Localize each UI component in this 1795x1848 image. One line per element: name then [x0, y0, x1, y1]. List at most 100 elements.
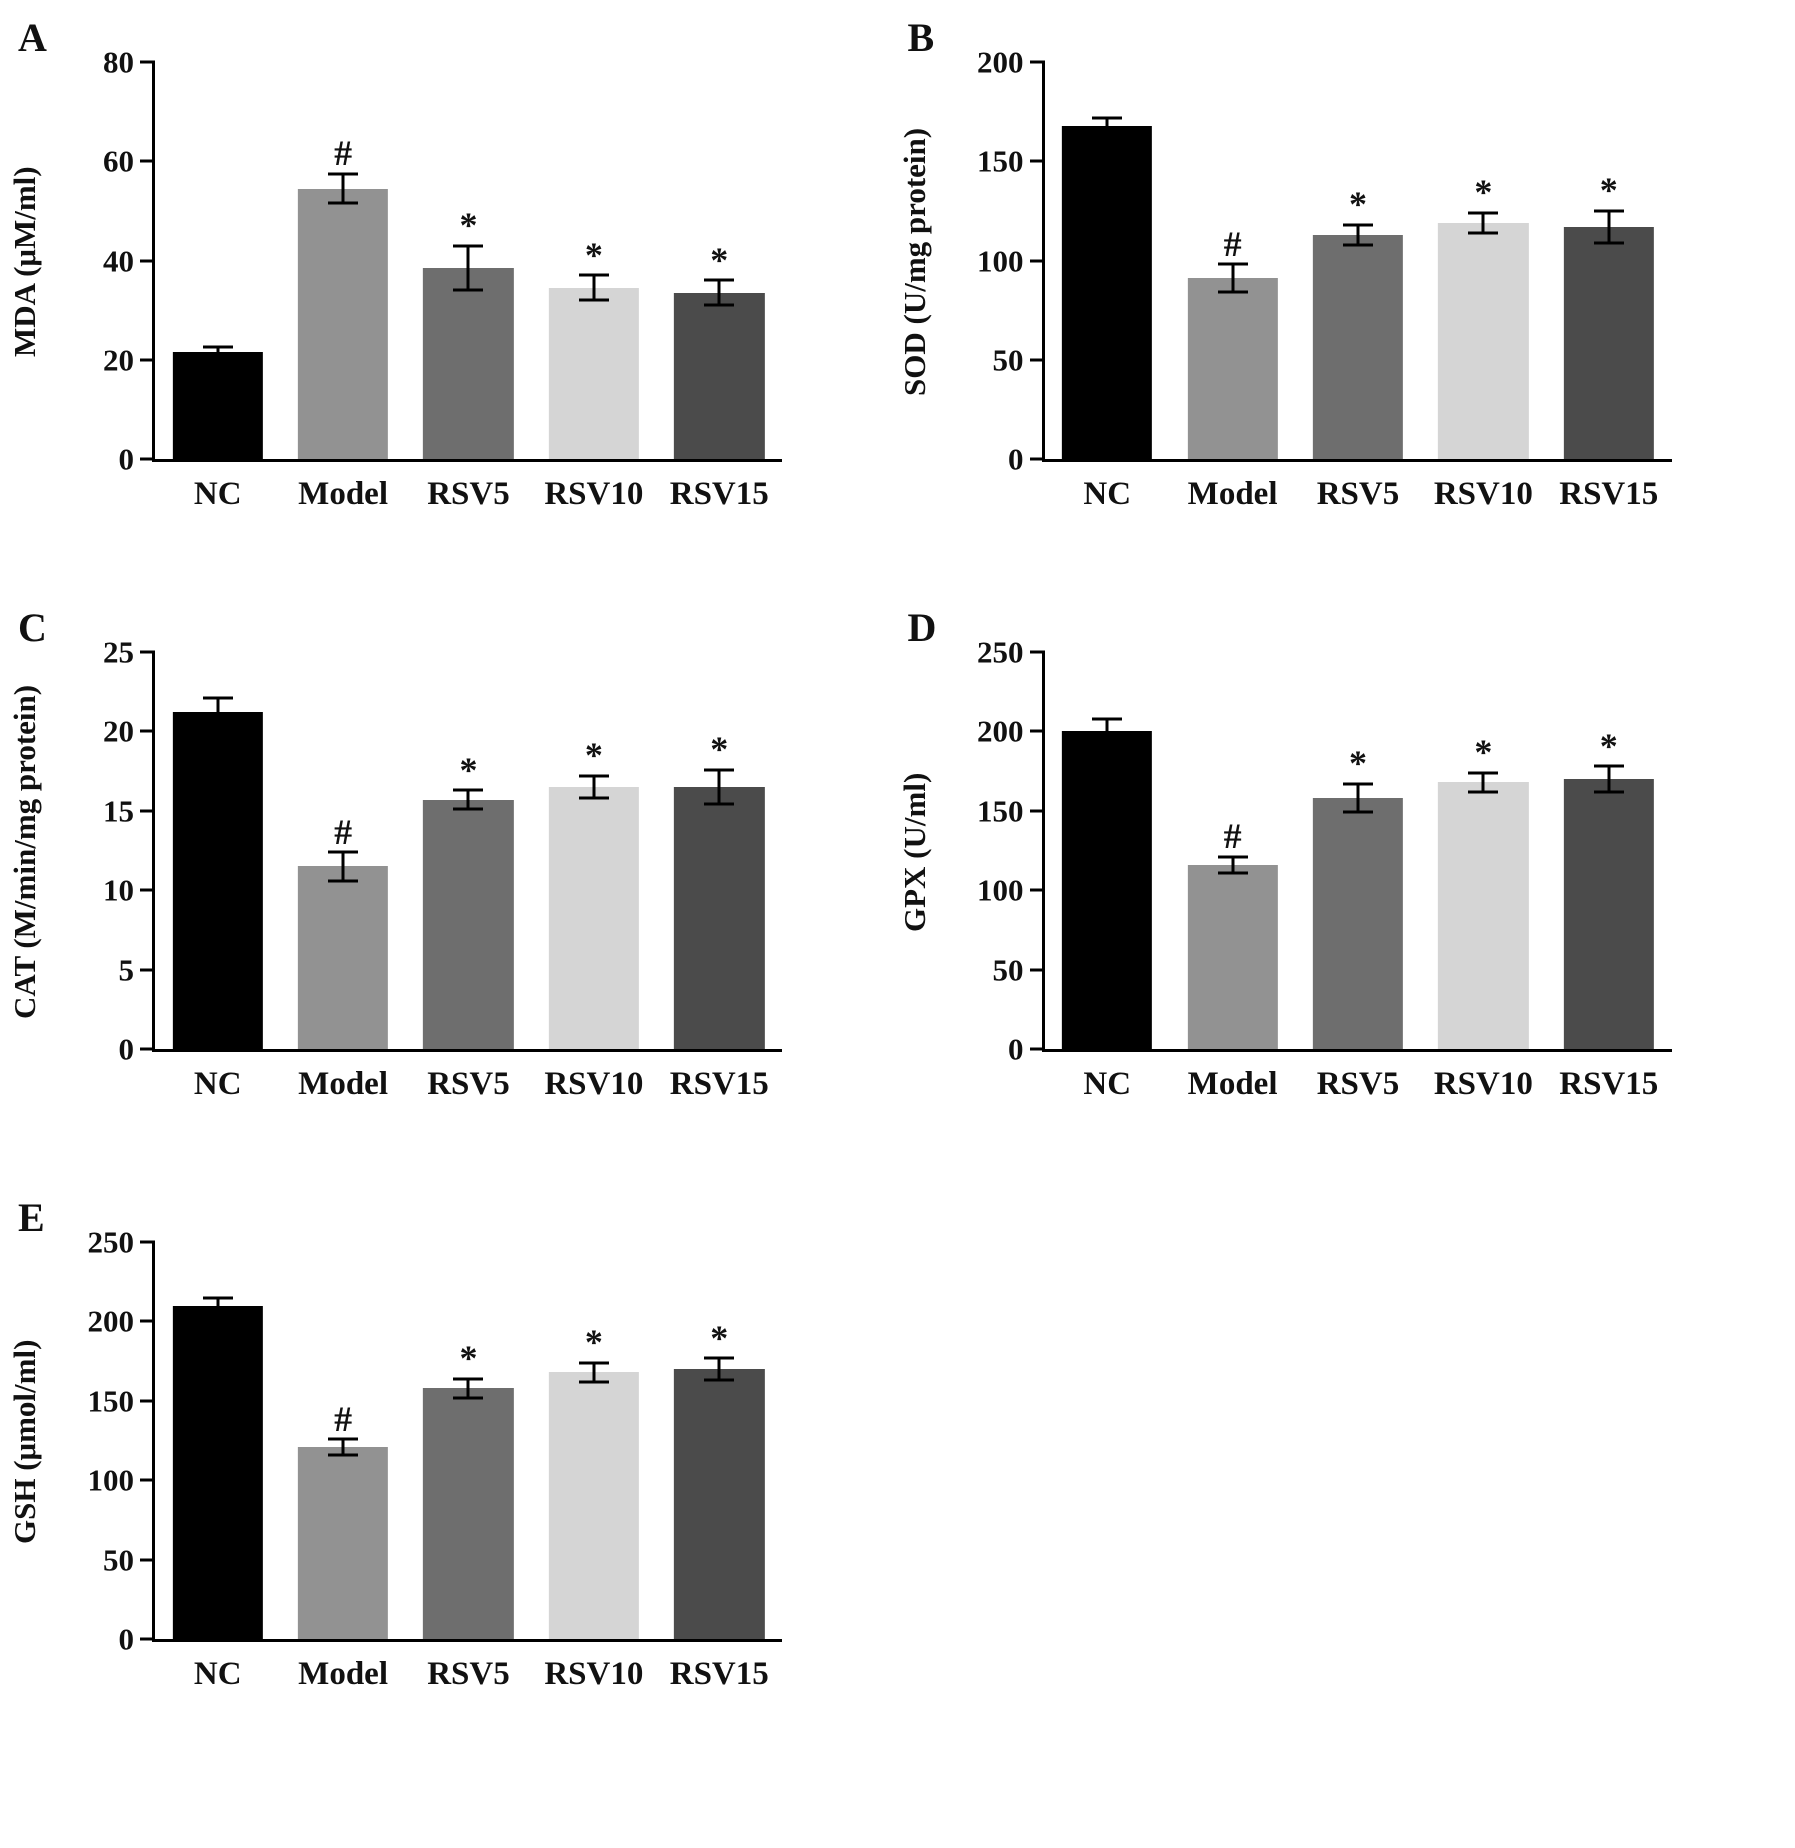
y-tick-label: 0	[118, 1031, 135, 1067]
bar-slot-Model: #	[1170, 62, 1295, 459]
error-bar-cap	[1593, 209, 1624, 213]
error-bar-cap	[453, 1396, 484, 1400]
plot-area: 0 50 100 150 200 250 # * * *	[977, 637, 1672, 1065]
x-category-label: NC	[1083, 476, 1132, 512]
error-bar-cap	[1092, 717, 1123, 721]
bar-chart-A: MDA (μM/ml) 0 20 40 60 80 # * * * NC Model RSV5 RSV…	[7, 47, 898, 513]
y-tick-label: 0	[118, 441, 135, 477]
x-axis-labels: NC Model RSV5 RSV10 RSV15	[152, 476, 782, 513]
bar-RSV5	[423, 267, 514, 459]
bar-slot-RSV15: *	[657, 62, 782, 459]
y-tick-mark	[1029, 259, 1045, 262]
error-bar-cap	[1217, 855, 1248, 859]
error-bar-cap	[578, 1380, 609, 1384]
bar-slot-RSV10: *	[531, 652, 656, 1049]
bars-container: # * * *	[155, 652, 782, 1049]
bar-slot-RSV10: *	[531, 1242, 656, 1639]
bar-RSV5	[1312, 798, 1404, 1049]
y-tick-label: 5	[118, 952, 135, 988]
y-tick-mark	[140, 60, 155, 64]
y-tick-label: 200	[87, 1303, 135, 1339]
x-category-label: NC	[193, 476, 242, 512]
error-bar-cap	[704, 303, 735, 307]
y-tick-label: 60	[103, 143, 134, 179]
error-bar	[216, 347, 220, 358]
panel-label-B: B	[907, 15, 935, 60]
x-category-label: Model	[298, 1656, 388, 1692]
panel-E: E GSH (μmol/ml) 0 50 100 150 200 250 # * * * NC Mo…	[7, 1186, 898, 1776]
error-bar	[1607, 210, 1611, 243]
bar-chart-C: CAT (M/min/mg protein) 0 5 10 15 20 25 # * * * NC…	[7, 637, 898, 1103]
error-bar	[341, 852, 345, 881]
significance-marker: *	[710, 239, 729, 280]
bar-RSV10	[548, 1372, 639, 1639]
error-bar-cap	[202, 1311, 233, 1315]
y-tick-mark	[140, 1240, 155, 1244]
error-bar-cap	[1217, 262, 1248, 266]
error-bar-cap	[704, 1356, 735, 1360]
significance-marker: #	[334, 1398, 353, 1439]
significance-marker: *	[584, 735, 603, 776]
bar-slot-RSV10: *	[1421, 62, 1546, 459]
y-tick-label: 250	[87, 1224, 135, 1260]
error-bar	[1481, 212, 1485, 233]
error-bar	[717, 1357, 721, 1381]
bar-slot-RSV5: *	[1295, 62, 1420, 459]
y-tick-label: 0	[1008, 1031, 1024, 1067]
error-bar	[341, 1438, 345, 1455]
error-bar-cap	[202, 725, 233, 729]
significance-marker: *	[459, 749, 478, 790]
significance-marker: #	[334, 133, 353, 174]
y-tick-label: 20	[103, 713, 134, 749]
panel-label-E: E	[18, 1195, 45, 1240]
significance-marker: *	[459, 205, 478, 246]
bar-RSV15	[1563, 779, 1654, 1049]
y-tick-mark	[140, 888, 155, 892]
panel-B: B SOD (U/mg protein) 0 50 100 150 200 # * * * NC…	[897, 6, 1788, 596]
error-bar	[1231, 264, 1235, 293]
x-category-label: Model	[298, 476, 388, 512]
y-axis-label: GPX (U/ml)	[896, 772, 932, 932]
error-bar-cap	[1593, 790, 1624, 794]
plot-wrap: 0 50 100 150 200 250 # * * * NC Model RSV5 RSV10 RSV1…	[977, 637, 1672, 1103]
significance-marker: #	[1223, 224, 1242, 265]
x-category-label: Model	[1187, 476, 1278, 512]
y-tick-mark	[140, 809, 155, 813]
y-tick-mark	[140, 1478, 155, 1482]
significance-marker: *	[1599, 725, 1618, 766]
error-bar	[592, 275, 596, 301]
y-tick-mark	[140, 1319, 155, 1323]
plot-area: 0 50 100 150 200 250 # * * *	[88, 1227, 782, 1655]
y-tick-mark	[140, 729, 155, 733]
error-bar-cap	[1092, 116, 1123, 120]
y-tick-label: 50	[103, 1542, 134, 1578]
x-category-label: RSV10	[1433, 1066, 1533, 1102]
y-tick-label: 150	[977, 793, 1024, 829]
y-tick-mark	[140, 650, 155, 654]
significance-marker: *	[459, 1338, 478, 1379]
bar-slot-RSV15: *	[1546, 62, 1671, 459]
x-axis-labels: NC Model RSV5 RSV10 RSV15	[152, 1656, 782, 1693]
x-category-label: RSV10	[544, 1656, 644, 1692]
significance-marker: #	[1223, 816, 1242, 857]
x-axis-labels: NC Model RSV5 RSV10 RSV15	[152, 1066, 782, 1103]
y-tick-label: 150	[977, 143, 1024, 179]
error-bar	[592, 1362, 596, 1382]
bar-RSV15	[674, 786, 765, 1049]
error-bar-cap	[1342, 223, 1373, 227]
error-bar	[1356, 783, 1360, 813]
bar-Model	[297, 1446, 389, 1639]
error-bar-cap	[1342, 810, 1373, 814]
y-tick-mark	[1029, 159, 1045, 163]
y-tick-label: 200	[977, 44, 1024, 80]
error-bar	[1481, 772, 1485, 792]
error-bar	[216, 1297, 220, 1314]
error-bar-cap	[453, 1377, 484, 1381]
y-tick-label: 100	[977, 872, 1024, 908]
bar-Model	[297, 866, 389, 1049]
significance-marker: #	[334, 811, 353, 852]
error-bar-cap	[202, 1296, 233, 1300]
bar-slot-Model: #	[280, 652, 405, 1049]
bar-slot-NC	[155, 62, 280, 459]
